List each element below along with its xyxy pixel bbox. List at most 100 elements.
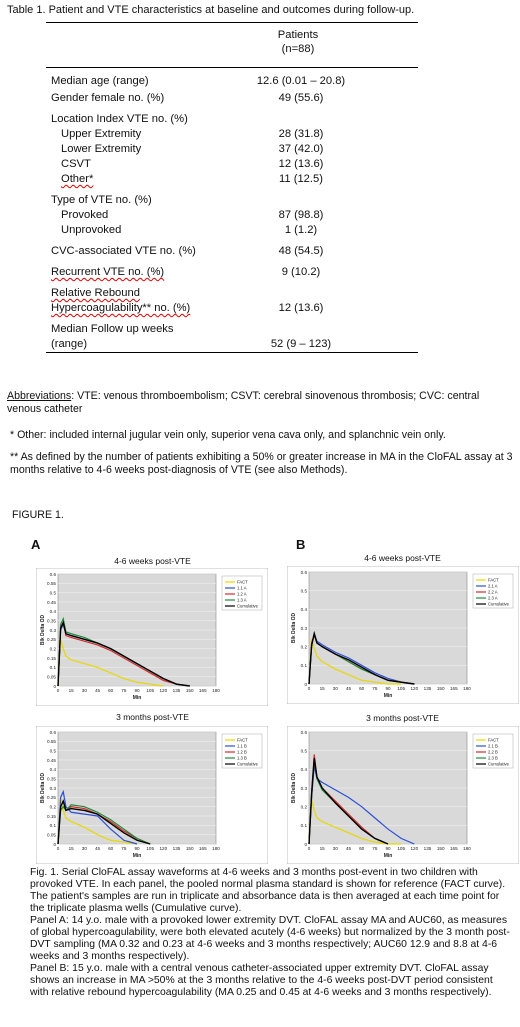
characteristics-table: Patients (n=88) Median age (range) 12.6 (… xyxy=(46,22,418,353)
y-tick-label: 0.3 xyxy=(301,626,308,631)
series-line xyxy=(57,639,164,687)
panel-b-label: B xyxy=(296,537,306,552)
y-tick-label: 0.5 xyxy=(301,588,308,593)
x-tick-label: 0 xyxy=(308,686,311,691)
legend-entry: Cumulative xyxy=(488,602,510,607)
x-tick-label: 75 xyxy=(372,846,378,851)
legend-entry: 1.3 A xyxy=(237,598,247,603)
abbreviations-note: Abbreviations: VTE: venous thromboemboli… xyxy=(7,390,480,415)
x-tick-label: 120 xyxy=(159,688,167,693)
x-axis-label: Min xyxy=(384,853,393,859)
y-tick-label: 0.15 xyxy=(47,814,56,819)
x-tick-label: 15 xyxy=(320,686,326,691)
table-row: Lower Extremity 37 (42.0) xyxy=(61,143,324,155)
table-row: Provoked 87 (98.8) xyxy=(61,209,324,221)
y-tick-label: 0.3 xyxy=(50,628,57,633)
chart-b-late: 0 0.1 0.2 0.3 0.4 0.5 0.6 0 15 30 45 60 75 90 105 120 13… xyxy=(287,726,519,864)
x-axis-label: Min xyxy=(133,695,142,701)
y-tick-label: 0 xyxy=(53,842,56,847)
y-tick-label: 0.6 xyxy=(50,572,57,577)
x-tick-label: 75 xyxy=(121,688,127,693)
x-axis-label: Min xyxy=(133,853,142,859)
table-caption: Table 1. Patient and VTE characteristics… xyxy=(7,4,415,16)
legend-entry: 1.3 B xyxy=(237,756,247,761)
y-tick-label: 0.25 xyxy=(47,795,56,800)
y-tick-label: 0.05 xyxy=(47,832,56,837)
figure-title: FIGURE 1. xyxy=(12,509,64,521)
x-tick-label: 75 xyxy=(121,846,127,851)
x-tick-label: 90 xyxy=(385,686,391,691)
table-row: Type of VTE no. (%) xyxy=(51,194,152,206)
legend-entry: 1.1 B xyxy=(237,744,247,749)
table-row: Median age (range) 12.6 (0.01 – 20.8) xyxy=(51,75,346,87)
x-tick-label: 45 xyxy=(95,688,101,693)
x-tick-label: 0 xyxy=(57,688,60,693)
x-tick-label: 15 xyxy=(320,846,326,851)
table-row: Median Follow up weeks xyxy=(51,323,174,335)
x-tick-label: 90 xyxy=(134,688,140,693)
figure-caption: Fig. 1. Serial CloFAL assay waveforms at… xyxy=(30,867,510,999)
x-tick-label: 150 xyxy=(186,688,194,693)
y-tick-label: 0 xyxy=(304,842,307,847)
y-tick-label: 0 xyxy=(304,682,307,687)
y-tick-label: 0.6 xyxy=(301,570,308,575)
y-tick-label: 0.5 xyxy=(50,748,57,753)
y-tick-label: 0.3 xyxy=(301,786,308,791)
x-tick-label: 135 xyxy=(173,688,181,693)
x-tick-label: 135 xyxy=(424,686,432,691)
y-tick-label: 0.1 xyxy=(301,823,308,828)
x-tick-label: 150 xyxy=(186,846,194,851)
y-tick-label: 0.1 xyxy=(301,663,308,668)
y-tick-label: 0.6 xyxy=(50,730,57,735)
panel-a-label: A xyxy=(31,537,41,552)
y-tick-label: 0.4 xyxy=(301,767,308,772)
legend-entry: 2.2 B xyxy=(488,750,498,755)
y-axis-label: Blk Delta OD xyxy=(40,772,46,803)
y-tick-label: 0.5 xyxy=(50,590,57,595)
y-tick-label: 0.05 xyxy=(47,674,56,679)
x-tick-label: 30 xyxy=(82,688,88,693)
x-tick-label: 105 xyxy=(397,686,405,691)
chart-title-a-late: 3 months post-VTE xyxy=(116,712,189,722)
legend-entry: 1.1 A xyxy=(237,586,247,591)
x-tick-label: 165 xyxy=(450,686,458,691)
x-tick-label: 15 xyxy=(69,688,75,693)
y-tick-label: 0.3 xyxy=(50,786,57,791)
legend-entry: Cumulative xyxy=(488,762,510,767)
chart-b-early: 0 0.1 0.2 0.3 0.4 0.5 0.6 0 15 30 45 60 75 90 105 120 13… xyxy=(287,566,519,704)
x-tick-label: 90 xyxy=(134,846,140,851)
table-row: Hypercoagulability** no. (%) 12 (13.6) xyxy=(51,302,324,314)
legend-entry: 2.3 B xyxy=(488,756,498,761)
y-tick-label: 0.2 xyxy=(301,804,308,809)
x-tick-label: 105 xyxy=(146,846,154,851)
y-tick-label: 0.35 xyxy=(47,776,56,781)
table-row: CSVT 12 (13.6) xyxy=(61,158,324,170)
y-tick-label: 0.25 xyxy=(47,637,56,642)
other-footnote: * Other: included internal jugular vein … xyxy=(10,429,446,441)
y-tick-label: 0.2 xyxy=(50,646,57,651)
x-tick-label: 180 xyxy=(463,686,471,691)
x-tick-label: 105 xyxy=(397,846,405,851)
x-tick-label: 30 xyxy=(333,686,339,691)
y-tick-label: 0.1 xyxy=(50,665,57,670)
y-tick-label: 0.4 xyxy=(301,607,308,612)
y-tick-label: 0.4 xyxy=(50,609,57,614)
y-axis-label: Blk Delta OD xyxy=(291,772,297,803)
x-tick-label: 45 xyxy=(346,686,352,691)
x-tick-label: 45 xyxy=(346,846,352,851)
y-tick-label: 0.55 xyxy=(47,581,56,586)
caption-paragraph-2: Panel A: 14 y.o. male with a provoked lo… xyxy=(30,915,510,962)
y-tick-label: 0.45 xyxy=(47,758,56,763)
legend-entry: 2.1 B xyxy=(488,744,498,749)
legend-entry: FACT xyxy=(237,580,248,585)
series-line xyxy=(308,639,402,685)
series-line xyxy=(57,789,138,845)
x-tick-label: 105 xyxy=(146,688,154,693)
x-tick-label: 180 xyxy=(212,846,220,851)
x-tick-label: 60 xyxy=(359,846,365,851)
table-row: Other* 11 (12.5) xyxy=(61,173,323,185)
x-tick-label: 30 xyxy=(82,846,88,851)
